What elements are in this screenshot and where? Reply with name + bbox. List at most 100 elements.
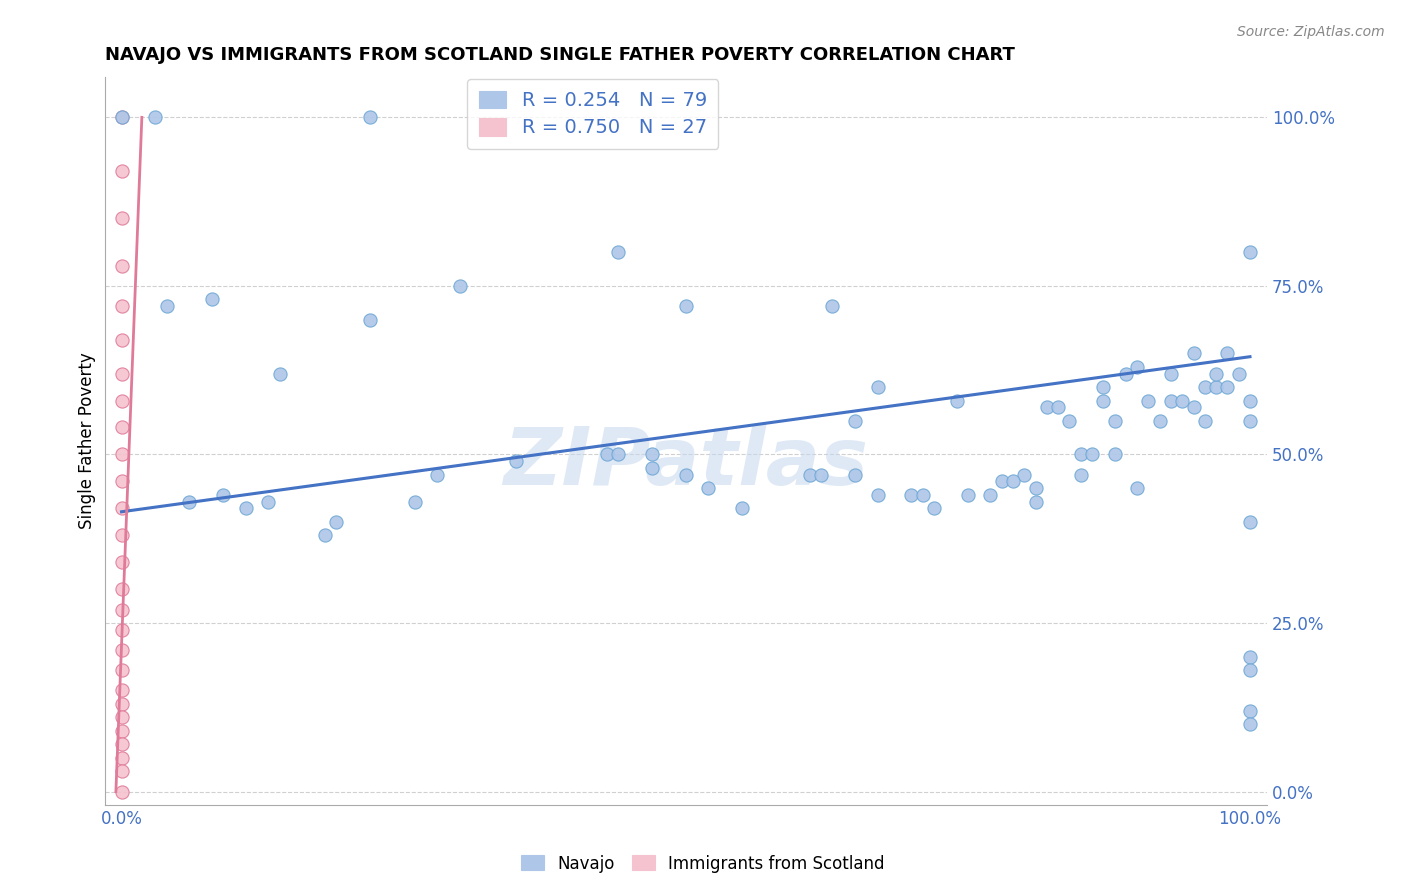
Text: NAVAJO VS IMMIGRANTS FROM SCOTLAND SINGLE FATHER POVERTY CORRELATION CHART: NAVAJO VS IMMIGRANTS FROM SCOTLAND SINGL… xyxy=(104,46,1015,64)
Point xyxy=(1182,346,1205,360)
Point xyxy=(1137,393,1160,408)
Point xyxy=(110,393,132,408)
Point xyxy=(359,312,381,326)
Point xyxy=(1205,367,1227,381)
Point xyxy=(731,501,754,516)
Point xyxy=(945,393,967,408)
Point xyxy=(110,475,132,489)
Point xyxy=(1239,393,1261,408)
Point xyxy=(1160,367,1182,381)
Point xyxy=(1182,401,1205,415)
Point xyxy=(110,259,132,273)
Point xyxy=(1239,414,1261,428)
Point xyxy=(110,420,132,434)
Point xyxy=(110,697,132,711)
Point xyxy=(1115,367,1137,381)
Point xyxy=(426,467,449,482)
Point xyxy=(1239,717,1261,731)
Point xyxy=(990,475,1012,489)
Point xyxy=(110,623,132,637)
Point xyxy=(844,414,866,428)
Point xyxy=(922,501,945,516)
Point xyxy=(110,602,132,616)
Point xyxy=(404,494,426,508)
Point xyxy=(1216,346,1239,360)
Point xyxy=(866,488,889,502)
Point xyxy=(1070,467,1092,482)
Point xyxy=(110,501,132,516)
Point xyxy=(212,488,235,502)
Point xyxy=(844,467,866,482)
Point xyxy=(1205,380,1227,394)
Point xyxy=(325,515,347,529)
Point xyxy=(269,367,291,381)
Point xyxy=(979,488,1001,502)
Point xyxy=(799,467,821,482)
Point xyxy=(110,164,132,178)
Point xyxy=(156,299,179,313)
Point xyxy=(110,784,132,798)
Point xyxy=(675,467,697,482)
Point xyxy=(1239,663,1261,677)
Point xyxy=(641,447,664,461)
Point xyxy=(810,467,832,482)
Point xyxy=(1239,245,1261,260)
Point xyxy=(1171,393,1194,408)
Point xyxy=(314,528,336,542)
Point xyxy=(866,380,889,394)
Point xyxy=(956,488,979,502)
Point xyxy=(1227,367,1250,381)
Point xyxy=(257,494,280,508)
Point xyxy=(1194,414,1216,428)
Point xyxy=(110,683,132,698)
Point xyxy=(1239,515,1261,529)
Point xyxy=(1194,380,1216,394)
Point xyxy=(110,111,132,125)
Point xyxy=(110,211,132,226)
Point xyxy=(697,481,720,495)
Point xyxy=(1014,467,1036,482)
Point xyxy=(110,111,132,125)
Point xyxy=(1104,414,1126,428)
Point xyxy=(179,494,201,508)
Point xyxy=(1239,649,1261,664)
Point xyxy=(145,111,167,125)
Point xyxy=(110,447,132,461)
Point xyxy=(1092,393,1115,408)
Point xyxy=(110,663,132,677)
Point xyxy=(110,738,132,752)
Point xyxy=(1001,475,1024,489)
Point xyxy=(505,454,527,468)
Point xyxy=(641,461,664,475)
Point xyxy=(110,582,132,597)
Point xyxy=(110,333,132,347)
Point xyxy=(675,299,697,313)
Point xyxy=(110,555,132,569)
Y-axis label: Single Father Poverty: Single Father Poverty xyxy=(79,352,96,529)
Point xyxy=(1216,380,1239,394)
Point xyxy=(201,293,224,307)
Point xyxy=(110,299,132,313)
Point xyxy=(1070,447,1092,461)
Point xyxy=(596,447,619,461)
Point xyxy=(1081,447,1104,461)
Text: ZIPatlas: ZIPatlas xyxy=(503,424,869,502)
Point xyxy=(1126,481,1149,495)
Point xyxy=(235,501,257,516)
Point xyxy=(607,447,630,461)
Point xyxy=(110,643,132,657)
Point xyxy=(110,764,132,779)
Legend: R = 0.254   N = 79, R = 0.750   N = 27: R = 0.254 N = 79, R = 0.750 N = 27 xyxy=(467,79,718,149)
Point xyxy=(1104,447,1126,461)
Point xyxy=(1036,401,1059,415)
Point xyxy=(110,528,132,542)
Point xyxy=(607,245,630,260)
Point xyxy=(110,751,132,765)
Point xyxy=(900,488,922,502)
Legend: Navajo, Immigrants from Scotland: Navajo, Immigrants from Scotland xyxy=(515,848,891,880)
Point xyxy=(911,488,934,502)
Point xyxy=(821,299,844,313)
Point xyxy=(1239,704,1261,718)
Text: Source: ZipAtlas.com: Source: ZipAtlas.com xyxy=(1237,25,1385,39)
Point xyxy=(449,279,471,293)
